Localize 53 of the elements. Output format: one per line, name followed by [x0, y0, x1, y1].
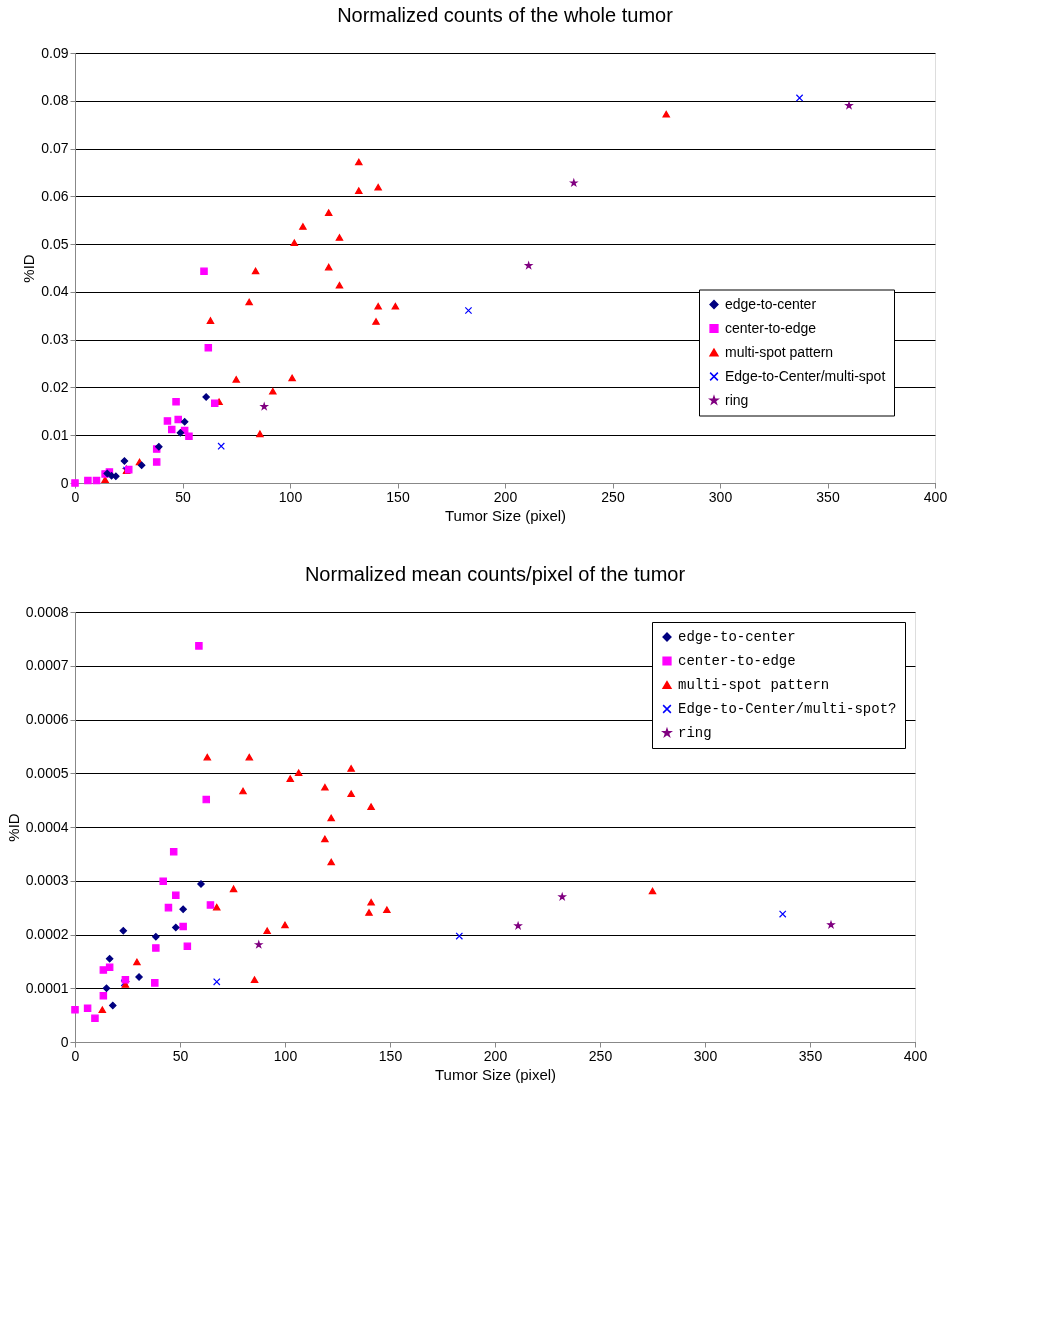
- y-axis-title: %ID: [4, 813, 22, 842]
- chart-title: Normalized counts of the whole tumor: [337, 4, 674, 26]
- legend-label: ring: [725, 391, 749, 408]
- x-tick-label: 250: [601, 488, 625, 505]
- x-tick-label: 350: [816, 488, 840, 505]
- x-tick-label: 300: [693, 1047, 718, 1064]
- legend-label: multi-spot pattern: [725, 343, 834, 360]
- y-tick-label: 0.0001: [25, 979, 69, 996]
- y-tick-label: 0.06: [41, 187, 69, 204]
- y-tick-label: 0: [60, 1033, 69, 1050]
- x-tick-label: 400: [903, 1047, 928, 1064]
- legend-label: edge-to-center: [678, 629, 796, 645]
- x-tick-label: 150: [378, 1047, 403, 1064]
- y-tick-label: 0.0008: [25, 603, 69, 620]
- y-tick-label: 0.09: [41, 44, 69, 61]
- legend-label: ring: [678, 725, 712, 741]
- chart-title: Normalized mean counts/pixel of the tumor: [304, 563, 686, 585]
- y-tick-label: 0.05: [41, 235, 69, 252]
- x-tick-label: 0: [71, 1047, 80, 1064]
- y-tick-label: 0.0004: [25, 818, 69, 835]
- legend-label: Edge-to-Center/multi-spot: [725, 367, 886, 384]
- legend-label: edge-to-center: [725, 295, 817, 312]
- x-tick-label: 150: [386, 488, 410, 505]
- y-tick-label: 0.02: [41, 378, 69, 395]
- x-tick-label: 50: [175, 488, 191, 505]
- x-tick-label: 0: [71, 488, 80, 505]
- x-tick-label: 350: [798, 1047, 823, 1064]
- x-tick-label: 200: [493, 488, 518, 505]
- legend-label: multi-spot pattern: [678, 677, 830, 693]
- y-tick-label: 0: [60, 474, 69, 491]
- x-tick-label: 300: [708, 488, 733, 505]
- x-tick-label: 400: [923, 488, 948, 505]
- y-tick-label: 0.0006: [25, 711, 69, 727]
- y-tick-label: 0.0007: [25, 657, 69, 674]
- x-tick-label: 100: [273, 1047, 298, 1064]
- legend-label: center-to-edge: [725, 319, 817, 336]
- y-tick-label: 0.0005: [25, 764, 69, 781]
- y-tick-label: 0.03: [41, 331, 69, 348]
- x-axis-title: Tumor Size (pixel): [444, 506, 567, 524]
- x-tick-label: 250: [588, 1047, 613, 1064]
- x-axis-title: Tumor Size (pixel): [434, 1065, 557, 1083]
- x-tick-label: 100: [278, 488, 303, 505]
- y-tick-label: 0.07: [41, 140, 69, 157]
- x-tick-label: 200: [483, 1047, 508, 1064]
- legend-label: center-to-edge: [678, 653, 796, 669]
- y-tick-label: 0.0003: [25, 872, 69, 889]
- y-axis-title: %ID: [20, 254, 38, 283]
- y-tick-label: 0.0002: [25, 926, 69, 942]
- legend-label: Edge-to-Center/multi-spot?: [678, 701, 897, 717]
- y-tick-label: 0.08: [41, 92, 69, 109]
- x-tick-label: 50: [172, 1047, 189, 1064]
- y-tick-label: 0.04: [41, 283, 69, 300]
- y-tick-label: 0.01: [41, 426, 69, 443]
